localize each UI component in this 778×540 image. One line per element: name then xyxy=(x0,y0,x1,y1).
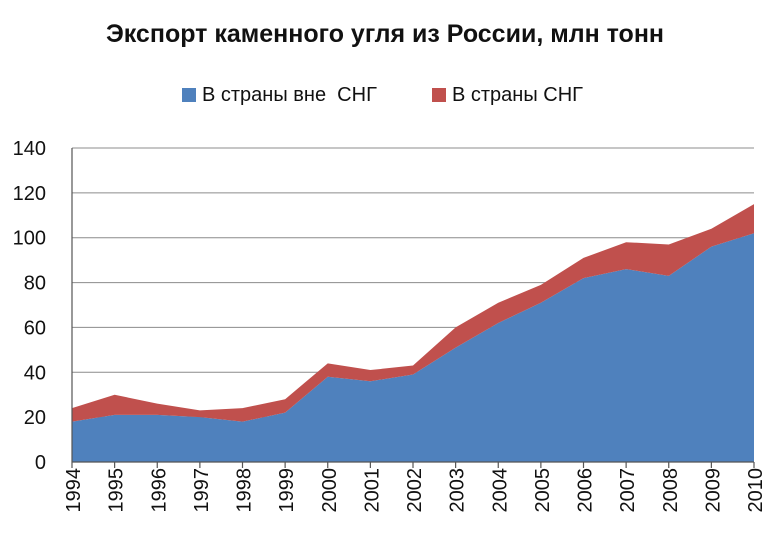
x-tick-label: 1996 xyxy=(148,468,170,513)
chart-title: Экспорт каменного угля из России, млн то… xyxy=(106,20,664,48)
x-tick-label: 2000 xyxy=(319,468,341,513)
y-tick-label: 80 xyxy=(24,273,46,295)
gridlines xyxy=(72,147,754,418)
x-tick-label: 2008 xyxy=(660,468,682,513)
x-tick-label: 2001 xyxy=(361,468,383,513)
y-tick-label: 0 xyxy=(35,452,46,474)
y-tick-label: 140 xyxy=(13,138,46,160)
x-tick-label: 2005 xyxy=(532,468,554,513)
x-tick-label: 2004 xyxy=(489,468,511,513)
y-tick-label: 100 xyxy=(13,228,46,250)
x-tick-label: 2006 xyxy=(575,468,597,513)
x-tick-label: 1999 xyxy=(276,468,298,513)
y-axis-ticks: 0 20 40 60 80 100 120 140 xyxy=(13,138,46,474)
plot-areas xyxy=(72,204,754,462)
axes xyxy=(71,148,754,463)
legend-label-cis: В страны СНГ xyxy=(452,84,583,106)
x-tick-label: 2002 xyxy=(404,468,426,513)
y-tick-label: 120 xyxy=(13,183,46,205)
area-series-1 xyxy=(72,204,754,422)
x-tick-label: 2010 xyxy=(745,468,767,513)
area-series-0 xyxy=(72,233,754,462)
x-tick-label: 1995 xyxy=(106,468,128,513)
x-tick-label: 2003 xyxy=(447,468,469,513)
x-axis-ticks: 1994 1995 1996 1997 1998 1999 2000 2001 2002 2003… xyxy=(63,462,767,513)
x-tick-label: 1998 xyxy=(234,468,256,513)
y-tick-label: 40 xyxy=(24,362,46,384)
x-tick-label: 2007 xyxy=(617,468,639,513)
y-tick-label: 20 xyxy=(24,407,46,429)
legend-swatch-cis xyxy=(432,88,446,102)
x-tick-label: 1994 xyxy=(63,468,85,513)
legend-label-outside-cis: В страны вне СНГ xyxy=(202,84,377,106)
x-tick-label: 2009 xyxy=(702,468,724,513)
y-tick-label: 60 xyxy=(24,317,46,339)
legend: В страны вне СНГ В страны СНГ xyxy=(182,84,583,106)
legend-swatch-outside-cis xyxy=(182,88,196,102)
x-tick-label: 1997 xyxy=(191,468,213,513)
